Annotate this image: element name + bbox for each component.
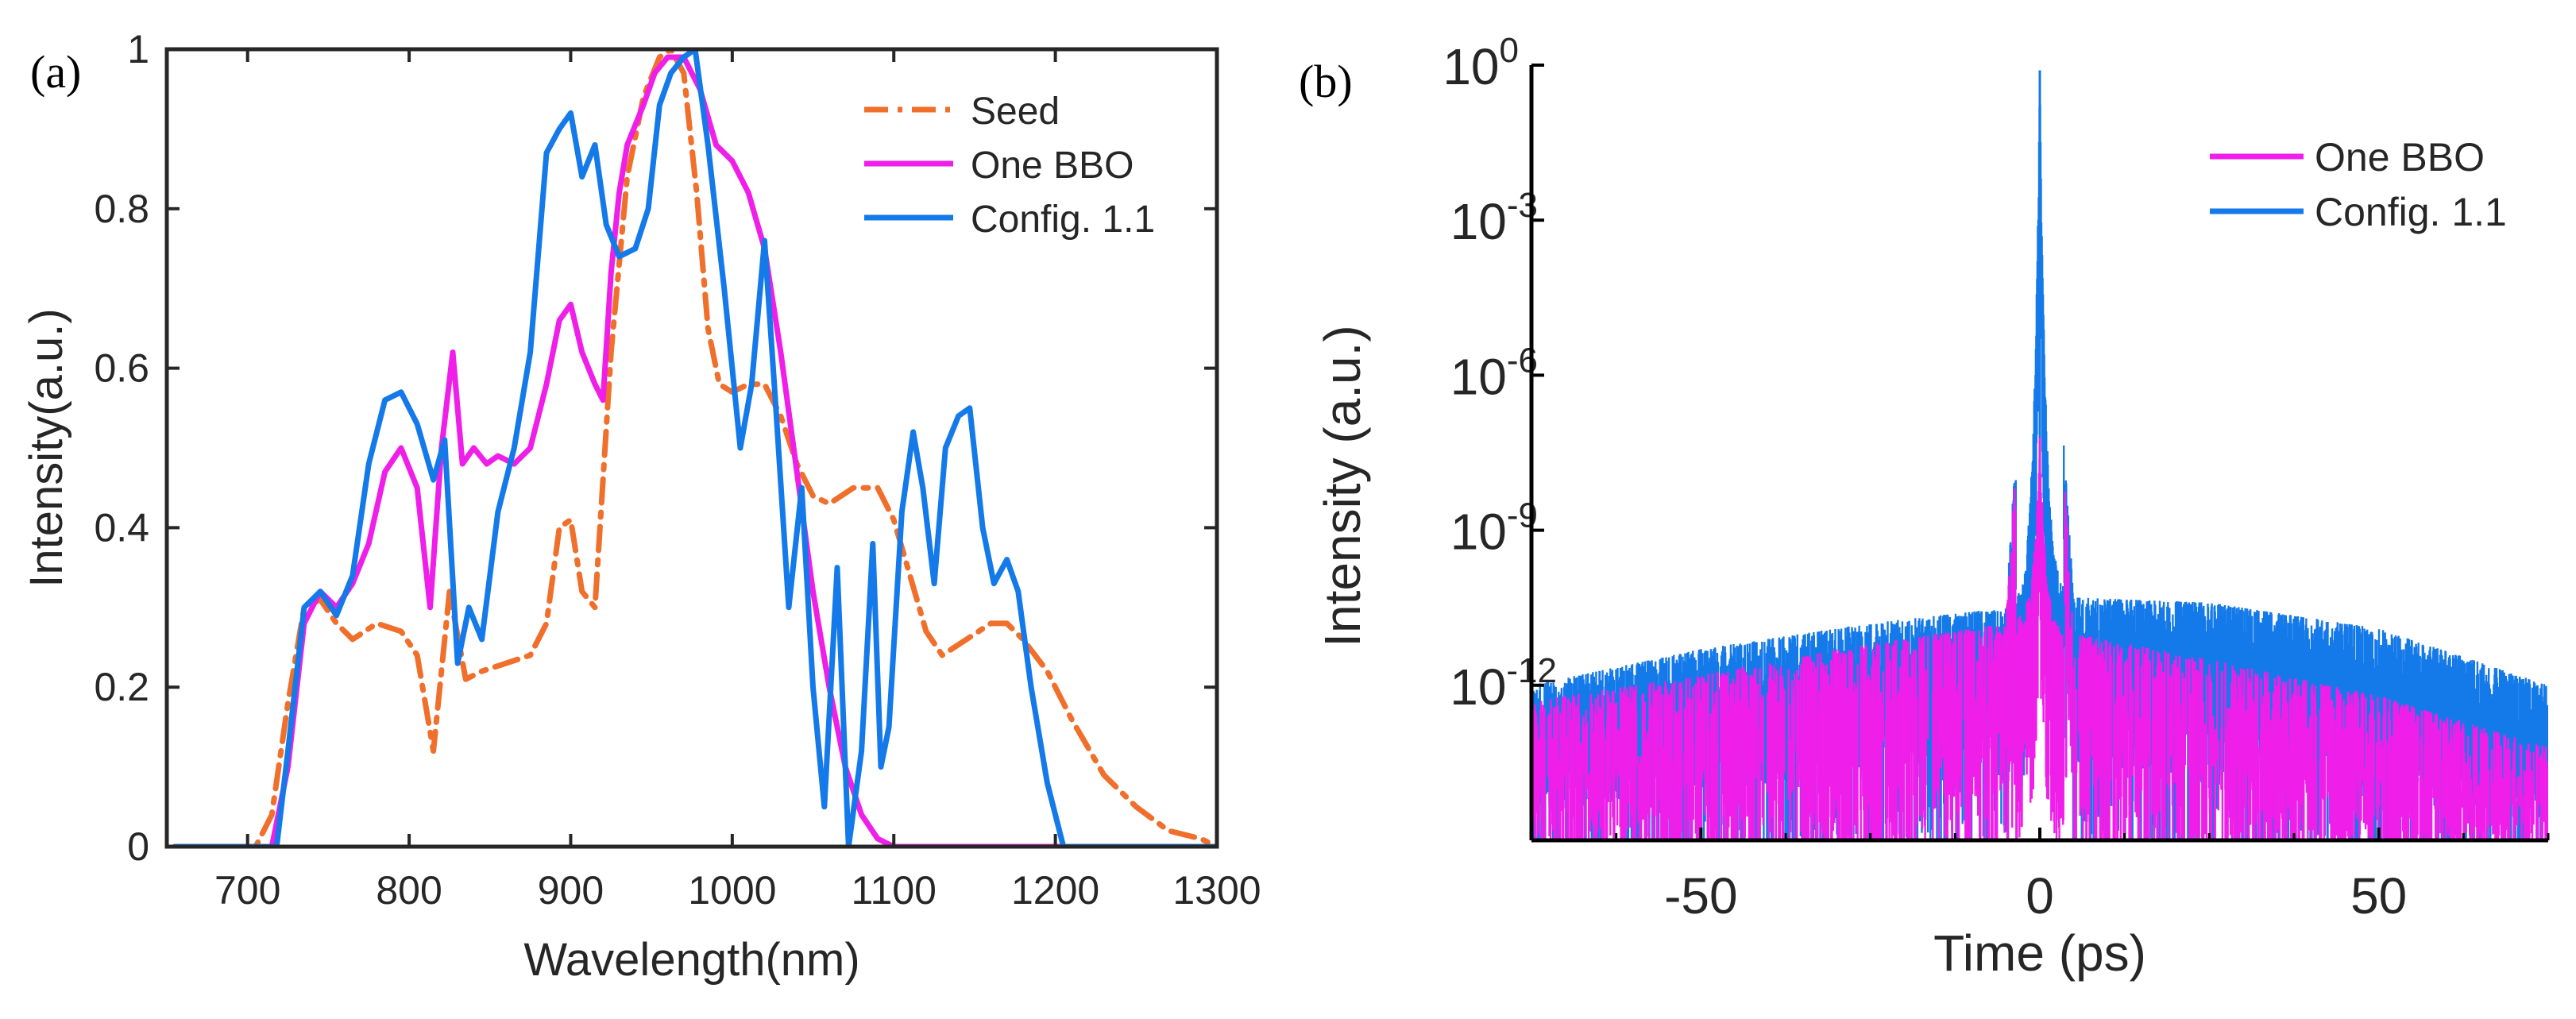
panel-b-y-label: Intensity (a.u.) <box>1314 325 1371 647</box>
panel-a-series-group <box>172 49 1217 847</box>
x-tick-label: 800 <box>376 868 442 913</box>
x-tick-label: 700 <box>214 868 280 913</box>
panel-b-legend: One BBO Config. 1.1 <box>2210 135 2507 234</box>
y-tick-label: 0.4 <box>94 505 149 550</box>
panel-a-x-label: Wavelength(nm) <box>523 934 859 986</box>
x-tick-label: 900 <box>538 868 604 913</box>
panel-a-ticks: 700 800 900 1000 1100 1200 1300 0 0.2 0.4 0.6 0.8 1 <box>94 27 1261 913</box>
legend-label-b-config: Config. 1.1 <box>2315 190 2507 234</box>
panel-a-axes-box <box>164 47 1219 849</box>
y-tick-label: 100 <box>1442 31 1519 95</box>
panel-a-legend: Seed One BBO Config. 1.1 <box>864 91 1155 241</box>
x-tick-label: 50 <box>2350 867 2407 924</box>
legend-label-b-one-bbo: One BBO <box>2315 135 2485 179</box>
y-tick-label: 1 <box>127 27 149 71</box>
series-line-one-bbo <box>172 54 1217 847</box>
y-tick-label: 0.2 <box>94 665 149 709</box>
y-tick-label: 10-3 <box>1450 186 1538 250</box>
panel-b-x-label: Time (ps) <box>1933 924 2146 982</box>
panel-a-label: (a) <box>30 46 81 98</box>
y-tick-label: 10-9 <box>1450 496 1538 561</box>
panel-b-label: (b) <box>1299 56 1353 107</box>
legend-label-one-bbo: One BBO <box>971 145 1134 187</box>
series-line-config-1-1 <box>172 49 1217 847</box>
x-tick-label: 1300 <box>1172 868 1261 913</box>
panel-b-series-group <box>1531 70 2548 840</box>
y-tick-label: 10-6 <box>1450 341 1538 405</box>
x-tick-label: 0 <box>2026 867 2054 924</box>
panel-a-y-label: Intensity(a.u.) <box>21 308 72 587</box>
legend-label-config: Config. 1.1 <box>971 199 1155 241</box>
y-tick-label: 0.8 <box>94 187 149 231</box>
panel-a: (a) 700 800 900 1000 1100 1200 1300 0 0.2 0.4 0.6 0… <box>21 27 1261 986</box>
x-tick-label: 1100 <box>851 868 937 913</box>
panel-a-plot-area <box>167 49 1217 847</box>
y-tick-label: 0.6 <box>94 346 149 391</box>
x-tick-label: 1000 <box>688 868 776 913</box>
y-tick-label: 0 <box>127 824 149 869</box>
x-tick-label: -50 <box>1664 867 1738 924</box>
series-line-seed <box>172 49 1217 847</box>
legend-label-seed: Seed <box>971 91 1060 133</box>
x-tick-label: 1200 <box>1011 868 1099 913</box>
